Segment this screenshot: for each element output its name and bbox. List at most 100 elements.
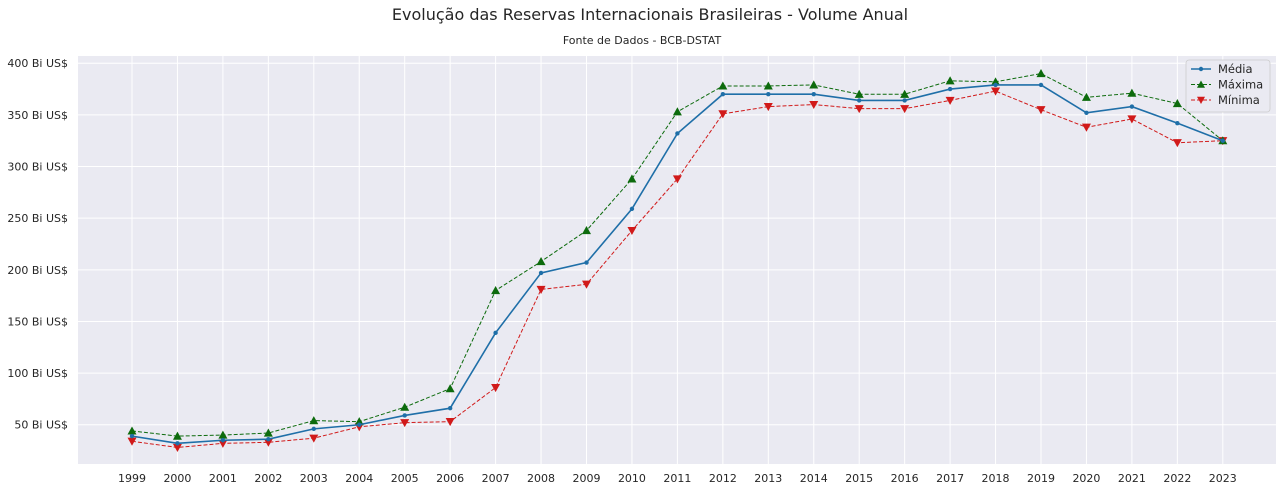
axes: 1999 2000 2001 2002 2003 2004 2005 2006 2007 2008… bbox=[7, 57, 1236, 485]
data-point bbox=[991, 87, 1001, 96]
data-point bbox=[672, 107, 682, 116]
data-point bbox=[1036, 69, 1046, 78]
y-tick-label: 150 Bi US$ bbox=[7, 315, 68, 328]
data-point bbox=[582, 226, 591, 235]
x-tick-label: 2005 bbox=[391, 472, 419, 485]
data-point bbox=[1197, 96, 1205, 104]
x-tick-label: 2013 bbox=[754, 472, 782, 485]
x-tick-label: 2022 bbox=[1163, 472, 1191, 485]
data-point bbox=[1084, 110, 1089, 116]
data-point bbox=[993, 82, 998, 88]
legend-box bbox=[1185, 59, 1271, 113]
x-tick-label: 2019 bbox=[1027, 472, 1055, 485]
data-point bbox=[447, 406, 453, 411]
data-point bbox=[720, 92, 726, 97]
data-point bbox=[1197, 80, 1205, 88]
data-point bbox=[1172, 99, 1182, 108]
data-point bbox=[854, 105, 864, 114]
series-máxima bbox=[127, 69, 1228, 440]
data-point bbox=[809, 80, 819, 89]
data-point bbox=[309, 416, 319, 425]
data-point bbox=[218, 439, 228, 448]
data-point bbox=[491, 383, 501, 393]
y-tick-label: 250 Bi US$ bbox=[7, 212, 68, 225]
x-tick-label: 2002 bbox=[254, 472, 282, 485]
data-point bbox=[263, 438, 273, 447]
data-point bbox=[129, 433, 135, 439]
x-tick-label: 2018 bbox=[982, 472, 1010, 485]
data-point bbox=[311, 426, 316, 432]
x-tick-label: 2001 bbox=[209, 472, 237, 485]
x-tick-label: 2015 bbox=[845, 472, 873, 485]
chart-subtitle: Fonte de Dados - BCB-DSTAT bbox=[563, 34, 722, 47]
x-tick-label: 2012 bbox=[709, 472, 737, 485]
x-tick-label: 2017 bbox=[936, 472, 964, 485]
data-point bbox=[354, 417, 364, 426]
data-point bbox=[445, 418, 455, 427]
x-tick-label: 2009 bbox=[573, 472, 601, 485]
data-point bbox=[675, 131, 680, 136]
x-tick-label: 2000 bbox=[163, 472, 191, 485]
data-point bbox=[809, 100, 819, 110]
data-point bbox=[263, 428, 273, 437]
x-tick-label: 2007 bbox=[482, 472, 510, 485]
data-point bbox=[220, 438, 226, 443]
data-point bbox=[172, 431, 182, 440]
data-point bbox=[854, 89, 864, 98]
x-tick-label: 2014 bbox=[800, 472, 828, 485]
y-tick-label: 400 Bi US$ bbox=[7, 57, 68, 70]
data-point bbox=[400, 419, 410, 428]
y-tick-label: 100 Bi US$ bbox=[7, 367, 68, 380]
data-point bbox=[627, 226, 637, 236]
x-tick-label: 2020 bbox=[1072, 472, 1100, 485]
data-point bbox=[766, 92, 771, 97]
legend-label: Média bbox=[1218, 62, 1253, 76]
x-tick-label: 2023 bbox=[1209, 472, 1237, 485]
data-point bbox=[1081, 123, 1091, 132]
legend-label: Mínima bbox=[1218, 93, 1260, 107]
x-tick-label: 2004 bbox=[345, 472, 373, 485]
data-point bbox=[538, 270, 544, 276]
y-tick-label: 350 Bi US$ bbox=[7, 109, 68, 122]
data-point bbox=[900, 105, 910, 114]
data-point bbox=[1172, 139, 1182, 148]
data-point bbox=[811, 92, 816, 97]
data-point bbox=[402, 413, 407, 418]
legend-item: Média bbox=[1191, 62, 1253, 76]
data-point bbox=[1220, 138, 1226, 143]
chart-title: Evolução das Reservas Internacionais Bra… bbox=[392, 5, 908, 24]
data-point bbox=[1036, 106, 1046, 115]
data-point bbox=[491, 285, 501, 295]
legend-item: Mínima bbox=[1191, 93, 1260, 107]
data-point bbox=[218, 430, 228, 439]
data-point bbox=[991, 77, 1001, 86]
data-point bbox=[947, 86, 953, 92]
data-point bbox=[900, 89, 910, 98]
x-tick-label: 2016 bbox=[891, 472, 919, 485]
data-point bbox=[1127, 88, 1137, 97]
series-mínima bbox=[127, 87, 1228, 452]
data-point bbox=[175, 441, 180, 446]
data-point bbox=[309, 434, 319, 443]
data-point bbox=[493, 330, 498, 336]
series-layer bbox=[127, 69, 1228, 452]
data-point bbox=[763, 81, 773, 90]
legend-label: Máxima bbox=[1218, 78, 1263, 92]
data-point bbox=[718, 110, 728, 119]
data-point bbox=[945, 76, 955, 85]
x-tick-label: 2006 bbox=[436, 472, 464, 485]
data-point bbox=[1198, 66, 1204, 72]
x-tick-label: 2008 bbox=[527, 472, 555, 485]
legend-item: Máxima bbox=[1191, 78, 1263, 92]
data-point bbox=[127, 437, 137, 446]
data-point bbox=[584, 260, 589, 265]
data-point bbox=[1127, 115, 1137, 124]
data-point bbox=[536, 257, 546, 266]
data-point bbox=[629, 206, 635, 212]
data-point bbox=[400, 402, 410, 411]
y-tick-label: 300 Bi US$ bbox=[7, 161, 68, 174]
data-point bbox=[582, 280, 591, 289]
data-point bbox=[627, 174, 637, 183]
